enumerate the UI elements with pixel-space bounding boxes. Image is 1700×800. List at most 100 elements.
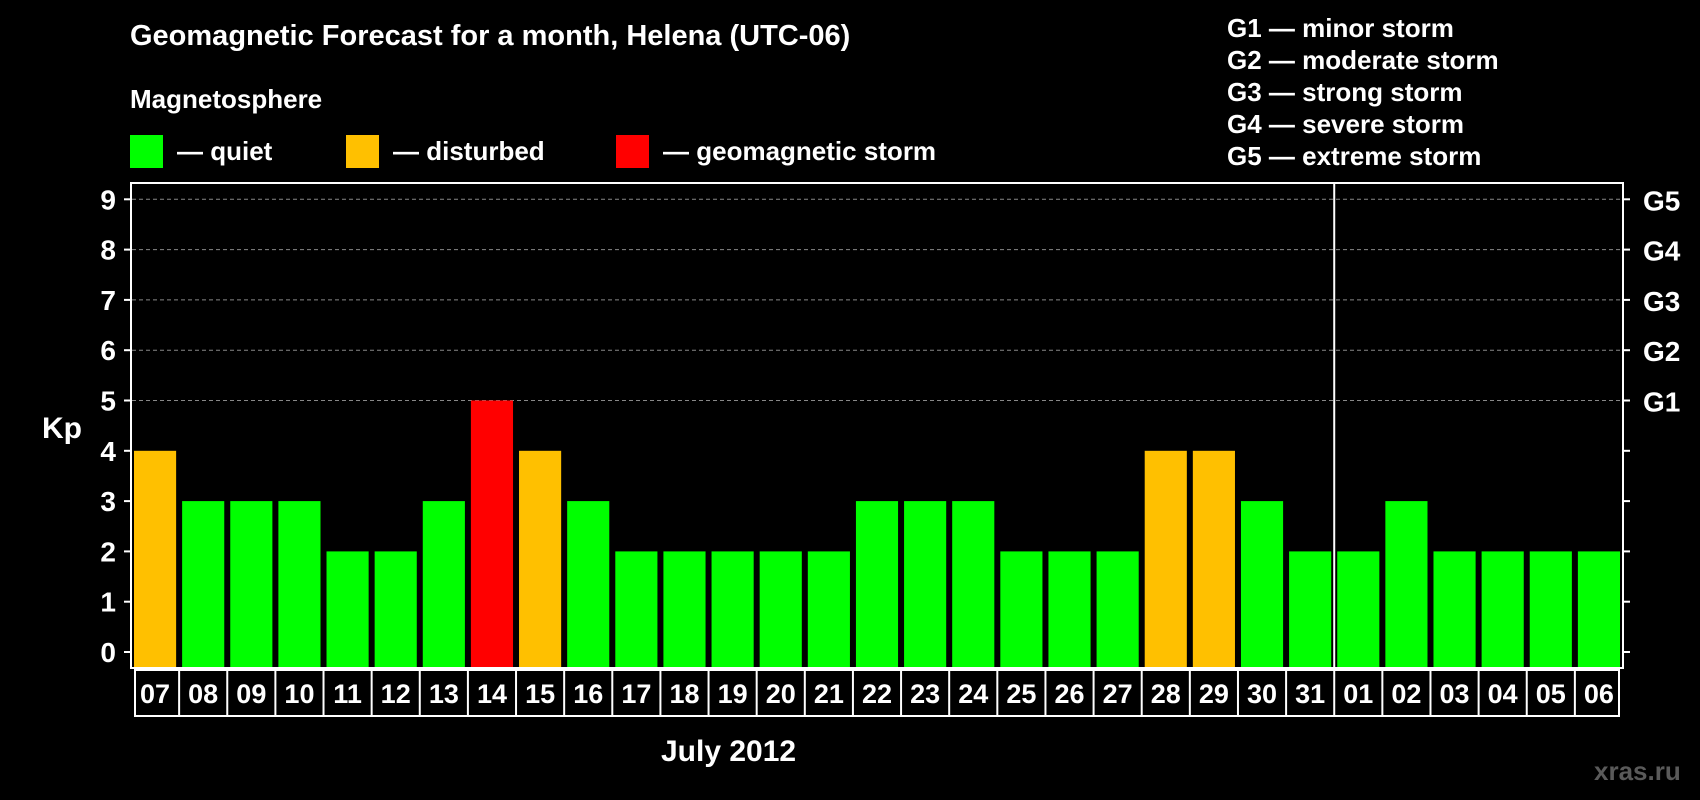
x-tick-label-0: 07 — [140, 679, 170, 709]
bar-16-9 — [567, 501, 610, 667]
legend-swatch-disturbed — [346, 134, 379, 168]
legend-title: Magnetosphere — [130, 84, 323, 114]
right-axis-label-g1: G1 — [1643, 387, 1680, 418]
bar-20-13 — [759, 551, 802, 667]
legend-swatch-storm — [616, 134, 649, 168]
plot-frame — [130, 182, 1624, 669]
watermark: xras.ru — [1594, 756, 1681, 786]
bar-12-5 — [374, 551, 417, 667]
y-tick-label-2: 2 — [100, 536, 116, 567]
x-tick-label-4: 11 — [333, 679, 362, 709]
x-tick-label-23: 30 — [1247, 679, 1277, 709]
storm-scale-g5: G5 — extreme storm — [1227, 141, 1482, 171]
bar-08-1 — [182, 501, 225, 667]
bar-27-20 — [1096, 551, 1139, 667]
right-axis-label-g4: G4 — [1643, 236, 1681, 267]
bar-10-3 — [278, 501, 321, 667]
x-tick-label-30: 06 — [1584, 679, 1614, 709]
bar-04-28 — [1481, 551, 1524, 667]
x-tick-label-11: 18 — [669, 679, 699, 709]
bar-19-12 — [711, 551, 754, 667]
bar-24-17 — [952, 501, 995, 667]
x-tick-label-20: 27 — [1103, 679, 1133, 709]
x-tick-label-14: 21 — [814, 679, 844, 709]
y-tick-label-8: 8 — [100, 235, 116, 266]
x-tick-label-10: 17 — [621, 679, 651, 709]
y-axis-label: Kp — [42, 412, 82, 445]
bar-22-15 — [855, 501, 899, 667]
bar-03-27 — [1433, 551, 1476, 667]
bar-01-25 — [1337, 551, 1380, 667]
bar-25-18 — [1000, 551, 1043, 667]
x-tick-label-3: 10 — [284, 679, 314, 709]
legend-item-quiet: — quiet — [130, 134, 272, 168]
storm-scale-g1: G1 — minor storm — [1227, 13, 1454, 43]
x-tick-label-13: 20 — [766, 679, 796, 709]
x-tick-label-1: 08 — [188, 679, 218, 709]
storm-scale-g4: G4 — severe storm — [1227, 109, 1465, 139]
x-tick-label-26: 02 — [1391, 679, 1421, 709]
x-tick-label-22: 29 — [1199, 679, 1229, 709]
x-tick-label-16: 23 — [910, 679, 940, 709]
bar-23-16 — [904, 501, 947, 667]
bar-02-26 — [1385, 501, 1428, 667]
storm-scale-legend: G1 — minor storm G2 — moderate storm G3 … — [1227, 12, 1499, 172]
bar-28-21 — [1144, 450, 1187, 667]
y-tick-label-4: 4 — [100, 436, 116, 467]
x-tick-label-18: 25 — [1006, 679, 1036, 709]
x-tick-label-8: 15 — [525, 679, 555, 709]
y-tick-label-7: 7 — [100, 285, 116, 316]
bar-29-22 — [1192, 450, 1235, 667]
x-tick-label-24: 31 — [1295, 679, 1325, 709]
y-tick-label-9: 9 — [100, 184, 116, 215]
bar-13-6 — [422, 501, 465, 667]
x-tick-label-25: 01 — [1343, 679, 1373, 709]
x-tick-label-9: 16 — [573, 679, 603, 709]
right-axis-label-g5: G5 — [1643, 185, 1680, 216]
right-axis-label-g3: G3 — [1643, 286, 1680, 317]
bar-11-4 — [326, 551, 369, 667]
bar-05-29 — [1529, 551, 1572, 667]
y-tick-label-1: 1 — [100, 587, 116, 618]
bar-17-10 — [615, 551, 658, 667]
y-tick-label-3: 3 — [100, 486, 116, 517]
x-tick-label-17: 24 — [958, 679, 988, 709]
y-tick-label-5: 5 — [100, 386, 116, 417]
right-axis-label-g2: G2 — [1643, 336, 1680, 367]
legend-label-storm: — geomagnetic storm — [663, 135, 937, 166]
x-tick-label-21: 28 — [1151, 679, 1181, 709]
bar-31-24 — [1289, 551, 1332, 667]
bar-06-30 — [1577, 551, 1620, 667]
legend-label-disturbed: — disturbed — [393, 135, 545, 166]
legend-item-disturbed: — disturbed — [346, 134, 545, 168]
storm-scale-g2: G2 — moderate storm — [1227, 45, 1499, 75]
x-tick-label-5: 12 — [381, 679, 411, 709]
legend-item-storm: — geomagnetic storm — [616, 134, 936, 168]
x-tick-label-27: 03 — [1440, 679, 1470, 709]
bar-07-0 — [134, 450, 177, 667]
x-tick-label-12: 19 — [718, 679, 748, 709]
bar-30-23 — [1240, 501, 1284, 667]
month-label: July 2012 — [661, 735, 797, 768]
legend-swatch-quiet — [130, 134, 163, 168]
bar-15-8 — [519, 450, 562, 667]
bar-14-7 — [470, 400, 514, 667]
chart-title: Geomagnetic Forecast for a month, Helena… — [130, 20, 851, 52]
x-tick-label-6: 13 — [429, 679, 459, 709]
x-tick-label-29: 05 — [1536, 679, 1566, 709]
storm-scale-g3: G3 — strong storm — [1227, 77, 1463, 107]
legend-label-quiet: — quiet — [177, 135, 273, 166]
bar-18-11 — [663, 551, 706, 667]
x-label-row — [134, 669, 1620, 717]
bar-09-2 — [230, 501, 273, 667]
bar-26-19 — [1048, 551, 1091, 667]
x-tick-label-19: 26 — [1054, 679, 1084, 709]
bar-21-14 — [807, 551, 850, 667]
y-tick-label-0: 0 — [100, 637, 116, 668]
x-tick-label-2: 09 — [236, 679, 266, 709]
x-tick-label-28: 04 — [1488, 679, 1518, 709]
x-tick-label-15: 22 — [862, 679, 892, 709]
y-tick-label-6: 6 — [100, 335, 116, 366]
x-tick-label-7: 14 — [477, 679, 507, 709]
